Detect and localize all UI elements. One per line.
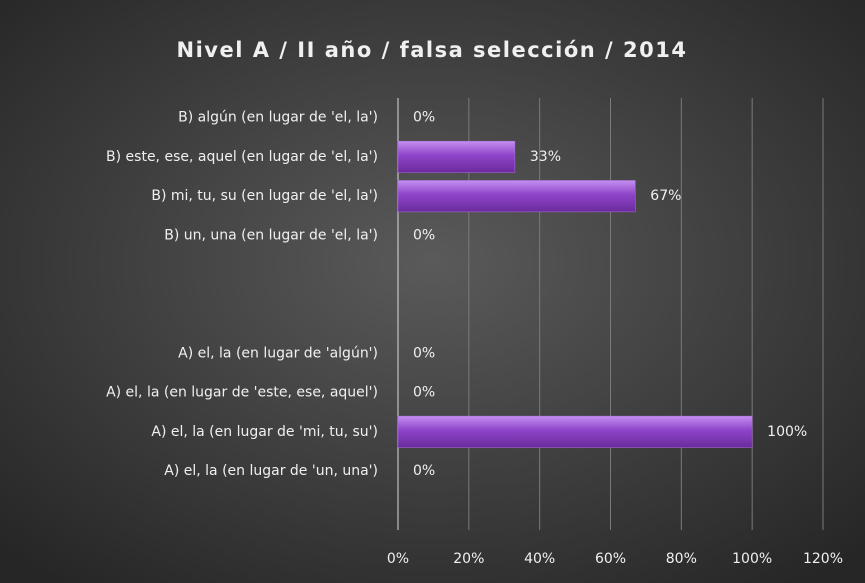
y-tick-label: A) el, la (en lugar de 'algún') <box>178 345 378 361</box>
x-tick-label: 60% <box>595 551 626 567</box>
x-tick-label: 0% <box>387 551 409 567</box>
chart-title: Nivel A / II año / falsa selección / 201… <box>177 38 688 62</box>
y-tick-label: B) este, ese, aquel (en lugar de 'el, la… <box>106 149 378 165</box>
data-label: 100% <box>767 424 807 440</box>
data-label: 0% <box>413 385 435 401</box>
y-tick-label: B) un, una (en lugar de 'el, la') <box>164 227 378 243</box>
y-tick-label: B) algún (en lugar de 'el, la') <box>178 110 378 126</box>
x-tick-label: 100% <box>732 551 772 567</box>
x-tick-label: 120% <box>803 551 843 567</box>
bar <box>397 180 636 213</box>
data-label: 0% <box>413 345 435 361</box>
data-label: 0% <box>413 463 435 479</box>
y-tick-label: A) el, la (en lugar de 'un, una') <box>164 463 378 479</box>
data-label: 33% <box>530 149 561 165</box>
data-label: 0% <box>413 110 435 126</box>
x-tick-label: 20% <box>453 551 484 567</box>
data-label: 67% <box>650 188 681 204</box>
x-tick-label: 80% <box>666 551 697 567</box>
bar <box>397 140 516 173</box>
data-label: 0% <box>413 227 435 243</box>
y-tick-label: B) mi, tu, su (en lugar de 'el, la') <box>151 188 378 204</box>
y-tick-label: A) el, la (en lugar de 'este, ese, aquel… <box>106 385 378 401</box>
x-tick-label: 40% <box>524 551 555 567</box>
bar <box>397 415 753 448</box>
y-tick-label: A) el, la (en lugar de 'mi, tu, su') <box>151 424 378 440</box>
